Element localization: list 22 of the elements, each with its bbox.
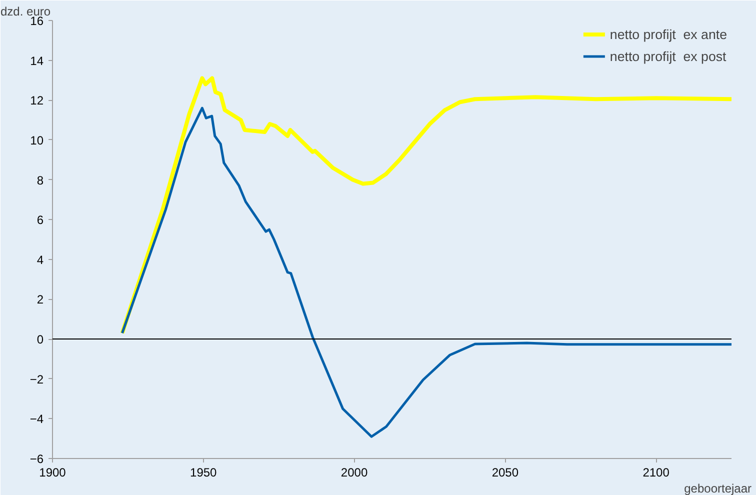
- y-tick-label: 12: [30, 94, 44, 108]
- y-tick-label: 10: [30, 133, 44, 148]
- x-tick-label: 1950: [190, 466, 218, 480]
- y-tick-label: 8: [36, 173, 44, 188]
- x-tick-label: 2100: [642, 466, 670, 480]
- line-series: [120, 106, 732, 438]
- line-series: [120, 76, 732, 336]
- x-tick-label: 2050: [492, 466, 519, 480]
- y-tick-label: −6: [30, 452, 44, 466]
- y-tick-label: −4: [30, 412, 44, 426]
- y-tick-label: 2: [36, 292, 44, 307]
- x-tick-label: 1900: [39, 466, 66, 480]
- x-tick-label: 2000: [340, 466, 368, 480]
- y-tick-label: −2: [30, 372, 44, 386]
- legend-label: netto profijt ex ante: [610, 26, 727, 42]
- y-tick-label: 14: [30, 54, 44, 68]
- y-tick-label: 6: [36, 213, 44, 228]
- y-tick-label: 16: [30, 14, 44, 28]
- y-tick-label: 0: [36, 332, 44, 347]
- legend-label: netto profijt ex post: [610, 48, 726, 64]
- x-axis-title: geboortejaar: [684, 482, 752, 495]
- y-tick-label: 4: [36, 252, 44, 267]
